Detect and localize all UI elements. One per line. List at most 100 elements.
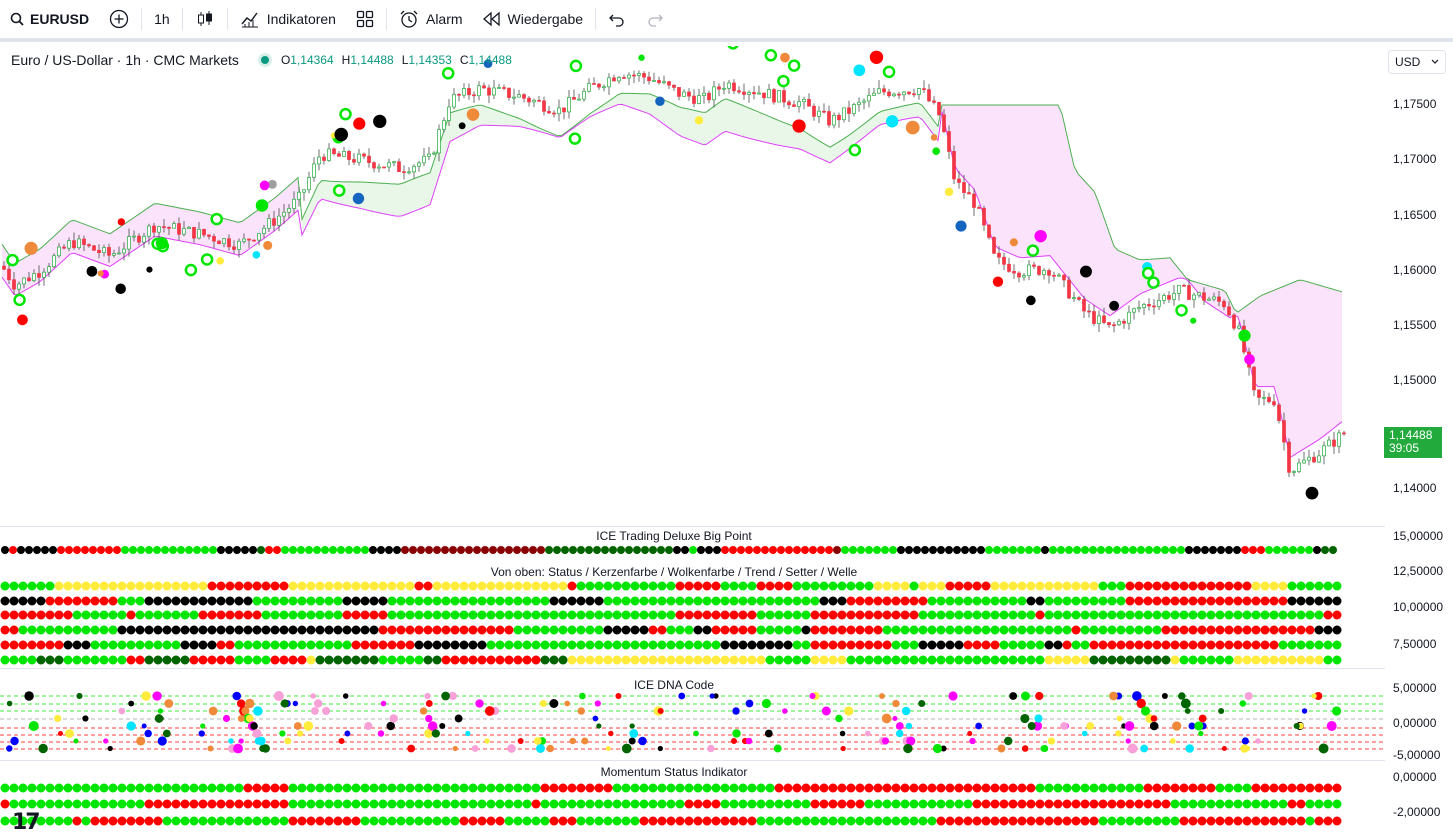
wave-dot [279,655,289,665]
momentum-dot [432,783,442,793]
trend-dot [225,625,235,635]
wave-dot [666,655,676,665]
layouts-button[interactable] [346,0,384,40]
main-chart-area[interactable] [0,46,1453,837]
status-dot [441,581,451,591]
interval-button[interactable]: 1h [144,0,180,40]
setter-dot [225,640,235,650]
candle-body [1257,389,1261,398]
momentum-dot [1089,816,1099,826]
market-status-icon[interactable] [260,56,269,64]
pane-divider[interactable] [0,668,1385,669]
momentum-dot [72,799,82,809]
candle-body [932,100,936,103]
candle-color-dot [1089,596,1099,606]
setter-dot [1206,640,1216,650]
momentum-dot [234,816,244,826]
candle-color-dot [9,596,19,606]
currency-select[interactable]: USD [1388,50,1446,74]
candle-body [112,253,116,256]
wave-dot [225,655,235,665]
compare-symbol-button[interactable] [99,0,139,40]
setter-dot [216,640,226,650]
candle-body [772,89,776,103]
cloud-color-dot [1053,610,1063,620]
candle-body [247,238,251,241]
momentum-dot [1017,799,1027,809]
momentum-dot [1071,783,1081,793]
trend-dot [414,625,424,635]
bigpoint-dot [1033,546,1041,554]
bigpoint-dot [209,546,217,554]
tradingview-logo-icon[interactable]: 17 [12,810,41,835]
momentum-dot [0,799,10,809]
candle-body [997,252,1001,258]
signal-dot-marker [1190,317,1197,324]
bigpoint-dot [345,546,353,554]
candle-body [447,106,451,121]
candle-body [1222,300,1226,308]
cloud-color-dot [765,610,775,620]
cloud-color-dot [963,610,973,620]
momentum-dot [207,799,217,809]
setter-dot [1044,640,1054,650]
momentum-dot [252,783,262,793]
pane-divider[interactable] [0,760,1385,761]
bigpoint-dot [145,546,153,554]
setter-dot [954,640,964,650]
momentum-dot [1161,799,1171,809]
dna-dot [657,745,663,752]
symbol-search-button[interactable]: EURUSD [0,0,99,40]
momentum-dot [189,783,199,793]
dna-dot [1221,745,1227,752]
momentum-dot [486,799,496,809]
alarm-button[interactable]: Alarm [389,0,473,40]
candle-body [1057,274,1061,277]
candle-body [392,161,396,164]
momentum-dot [378,799,388,809]
status-dot [279,581,289,591]
redo-button[interactable] [636,0,674,40]
setter-dot [945,640,955,650]
momentum-dot [198,816,208,826]
undo-button[interactable] [598,0,636,40]
trend-dot [666,625,676,635]
momentum-dot [1152,799,1162,809]
replay-button[interactable]: Wiedergabe [473,0,594,40]
candle-color-dot [666,596,676,606]
status-dot [1260,581,1270,591]
indicators-button[interactable]: Indikatoren [230,0,346,40]
dna-dot [773,744,782,753]
candle-color-dot [1044,596,1054,606]
pane-divider[interactable] [0,526,1385,527]
momentum-dot [180,783,190,793]
momentum-dot [369,799,379,809]
cloud-color-dot [855,610,865,620]
status-dot [1107,581,1117,591]
last-price: 1,14488 [1389,428,1433,442]
trend-dot [612,625,622,635]
momentum-dot [1053,816,1063,826]
dna-dot [864,730,871,737]
setter-dot [117,640,127,650]
momentum-dot [1053,799,1063,809]
momentum-dot [864,816,874,826]
trend-dot [36,625,46,635]
momentum-dot [1251,783,1261,793]
momentum-dot [621,799,631,809]
momentum-dot [531,816,541,826]
momentum-dot [1314,799,1324,809]
setter-dot [333,640,343,650]
setter-dot [441,640,451,650]
signal-dot-marker [216,257,224,265]
chart-type-button[interactable] [185,0,225,40]
bigpoint-dot [625,546,633,554]
momentum-dot [900,799,910,809]
cloud-color-dot [774,610,784,620]
setter-dot [207,640,217,650]
symbol-name: EURUSD [30,11,90,27]
bigpoint-dot [137,546,145,554]
cloud-color-dot [954,610,964,620]
candle-color-dot [306,596,316,606]
status-dot [432,581,442,591]
